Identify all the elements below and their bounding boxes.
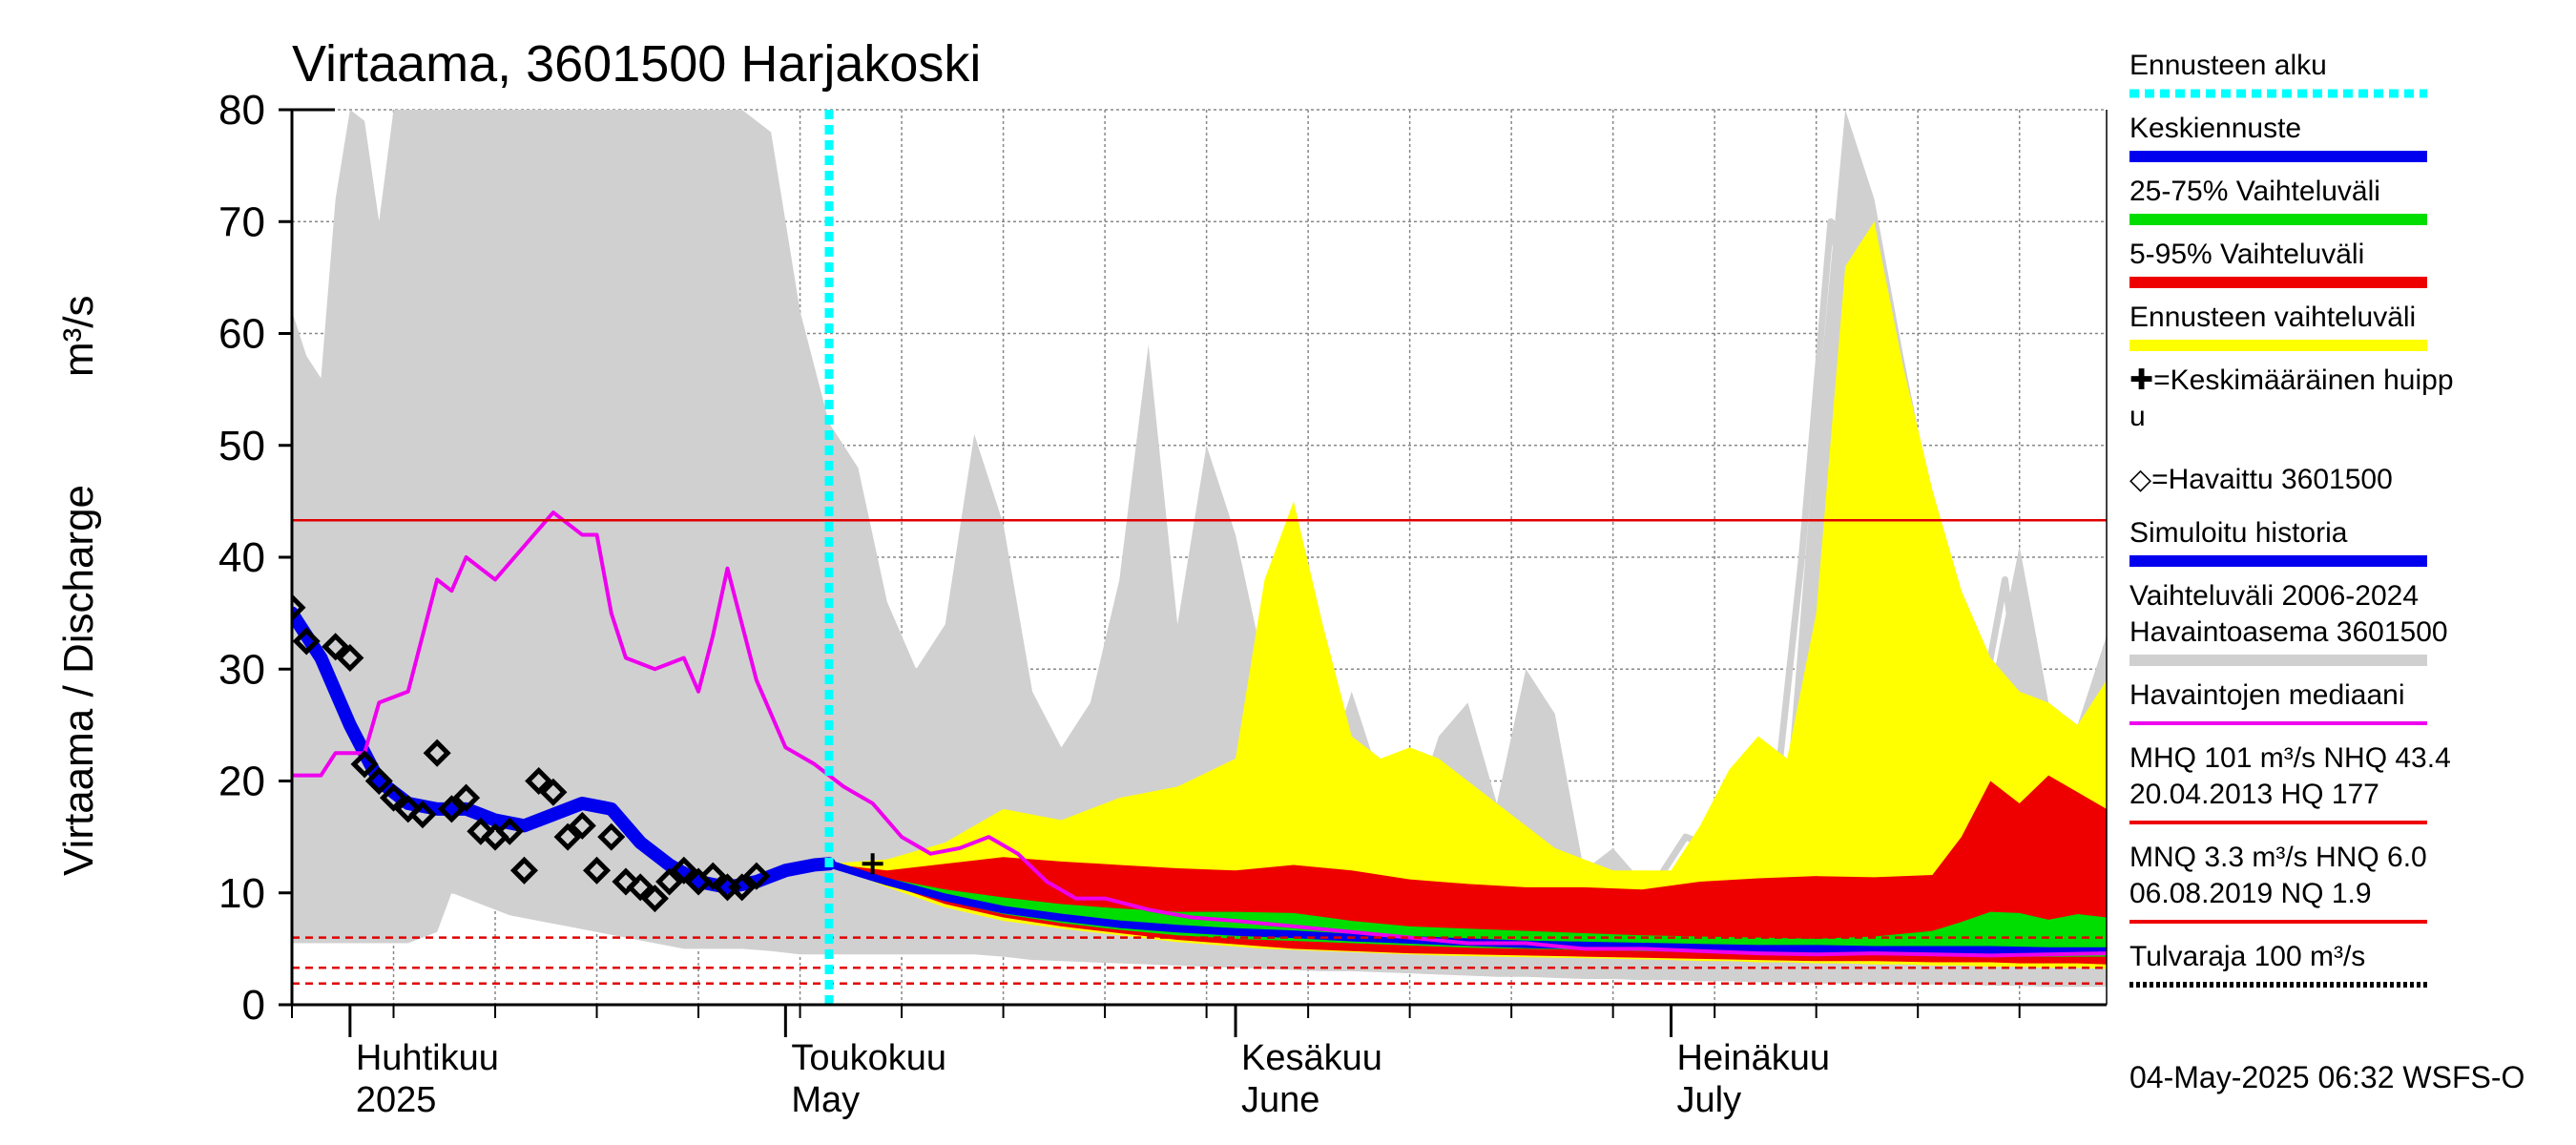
y-axis-unit: m³/s [55,295,102,377]
legend-label-line2: Havaintoasema 3601500 [2129,616,2448,648]
legend-label: Simuloitu historia [2129,517,2348,549]
observed-point [568,811,596,840]
legend: Ennusteen alku Keskiennuste 25-75% Vaihtel… [2129,50,2454,988]
observed-point [379,783,408,812]
mean-peak-marker [862,853,883,875]
legend-label: Vaihteluväli 2006-2024 [2129,580,2419,612]
legend-label: Ennusteen vaihteluväli [2129,302,2416,333]
observed-point [322,633,350,661]
observed-point [408,801,437,829]
month-label-en: 2025 [356,1080,437,1120]
y-tick-label: 20 [218,759,265,805]
observed-point [728,873,757,902]
legend-label: Tulvaraja 100 m³/s [2129,941,2365,972]
legend-label: Ennusteen alku [2129,50,2327,81]
y-tick-label: 40 [218,534,265,581]
observed-point [364,766,393,796]
legend-label: ✚=Keskimääräinen huipp [2129,364,2454,396]
chart-title: Virtaama, 3601500 Harjakoski [292,35,981,93]
observed-point [626,873,654,902]
observed-point [612,867,640,896]
y-axis-label: Virtaama / Discharge [55,485,102,876]
band-ennusteen-vaihteluv-li [828,221,2107,969]
month-label-en: July [1677,1080,1742,1120]
legend-label: MNQ 3.3 m³/s HNQ 6.0 [2129,842,2427,873]
observed-point [583,856,612,885]
observed-point [597,822,626,851]
observed-point [423,739,451,767]
observed-point [292,593,306,622]
legend-label: 5-95% Vaihteluväli [2129,239,2364,270]
month-label-en: May [791,1080,860,1120]
legend-label-line2: 20.04.2013 HQ 177 [2129,779,2379,810]
month-label: Huhtikuu [356,1038,499,1078]
month-label: Heinäkuu [1677,1038,1831,1078]
y-tick-label: 0 [242,982,265,1029]
legend-label-line2: u [2129,401,2146,432]
observed-point [509,856,538,885]
band-vaihteluv-li-2006-2024-havaintoasema-3601500 [292,110,2107,988]
y-tick-label: 60 [218,311,265,358]
observed-point [467,817,495,845]
month-label: Toukokuu [791,1038,946,1078]
y-tick-label: 50 [218,423,265,469]
observed-point [437,795,466,823]
legend-label: 25-75% Vaihteluväli [2129,176,2380,207]
y-tick-label: 70 [218,198,265,245]
observed-point [553,822,582,851]
legend-label: Havaintojen mediaani [2129,679,2405,711]
observed-point [495,817,524,845]
observed-point [452,783,481,812]
y-tick-label: 30 [218,646,265,693]
observed-point [525,766,553,796]
observed-point [698,862,727,890]
observed-point [394,795,423,823]
observed-point [655,867,684,896]
month-label: Kesäkuu [1241,1038,1382,1078]
observed-point [336,643,364,673]
observed-point [742,862,771,890]
y-tick-label: 80 [218,87,265,134]
observed-point [292,627,321,656]
line-havaintojen-mediaani [292,510,2107,958]
legend-label: ◇=Havaittu 3601500 [2129,464,2393,495]
observed-point [670,856,698,885]
legend-label: Keskiennuste [2129,113,2301,144]
legend-label-line2: 06.08.2019 NQ 1.9 [2129,878,2372,909]
plot-area [292,110,2107,1005]
observed-point [640,885,669,913]
legend-label: MHQ 101 m³/s NHQ 43.4 [2129,742,2451,774]
month-label-en: June [1241,1080,1319,1120]
observed-point [350,750,379,779]
y-tick-label: 10 [218,870,265,917]
footer-timestamp: 04-May-2025 06:32 WSFS-O [2129,1060,2524,1094]
observed-point [539,778,568,806]
